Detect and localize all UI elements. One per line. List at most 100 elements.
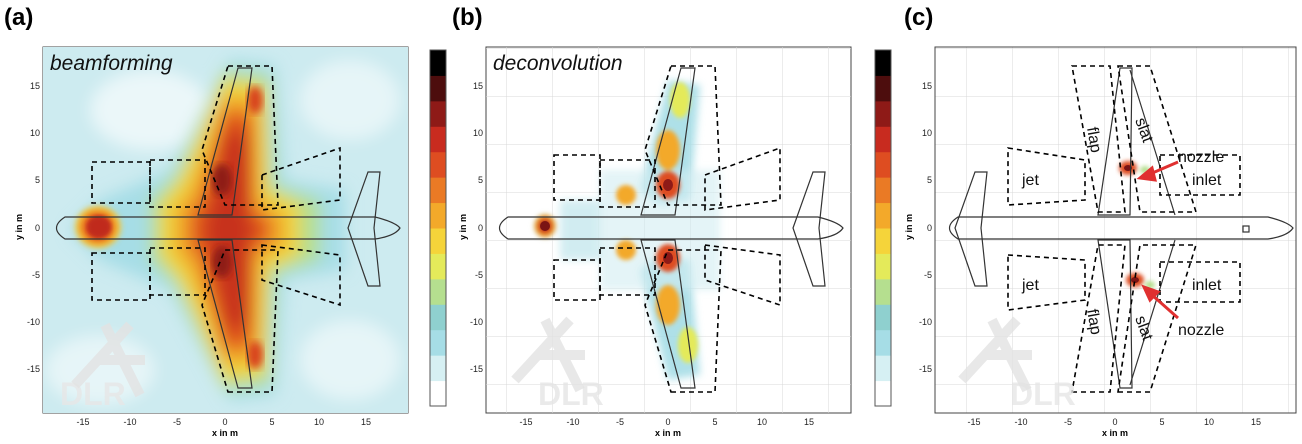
xtick: 5	[269, 417, 274, 427]
colorbar-segment	[875, 100, 891, 127]
xtick: 10	[757, 417, 767, 427]
ytick: 15	[30, 81, 40, 91]
fuselage	[55, 216, 401, 240]
panel-title-a: beamforming	[50, 52, 173, 75]
xtick: -10	[1014, 417, 1027, 427]
xtick: 0	[222, 417, 227, 427]
panel-letter-c: (c)	[904, 4, 934, 31]
ytick: 10	[30, 128, 40, 138]
panel-c: jet inlet jet inlet nozzle nozzle slat f…	[904, 46, 1297, 438]
xlabel-a: x in m	[212, 428, 238, 438]
colorbar-segment	[430, 253, 446, 280]
dlr-logo-b	[511, 316, 585, 393]
ytick: 15	[922, 81, 932, 91]
colorbar-segment	[430, 380, 446, 407]
aircraft-outline-b	[498, 67, 844, 389]
ytick: 10	[473, 128, 483, 138]
ylabel-a: y in m	[14, 214, 24, 240]
colorbar-segment	[430, 278, 446, 305]
xtick: 15	[804, 417, 814, 427]
xtick: -5	[1064, 417, 1072, 427]
dlr-watermark-a: DLR	[60, 376, 126, 412]
panel-a: beamforming DLR y in m x in m -15 -10 -5…	[14, 46, 447, 438]
arrow-head-bottom	[1141, 284, 1161, 303]
colorbar-frame	[429, 49, 447, 407]
colorbar-segment	[875, 177, 891, 204]
label-flap-bottom: flap	[1083, 308, 1104, 336]
dlr-logo-a	[71, 321, 145, 398]
dashed-regions-b	[553, 65, 781, 393]
colorbar-segment	[430, 50, 446, 76]
ylabel-c: y in m	[904, 214, 914, 240]
dlr-logo-c	[958, 316, 1032, 393]
ytick: 15	[473, 81, 483, 91]
xtick: 10	[1204, 417, 1214, 427]
ytick: 5	[927, 175, 932, 185]
xtick: -10	[566, 417, 579, 427]
yticks-c: 15 10 5 0 -5 -10 -15	[919, 81, 932, 374]
ytick: 0	[478, 223, 483, 233]
xtick: 0	[665, 417, 670, 427]
xtick: 5	[712, 417, 717, 427]
colorbar-segment	[430, 355, 446, 382]
label-inlet-top: inlet	[1192, 172, 1222, 189]
colorbar-segment	[875, 329, 891, 356]
colorbar-segment	[430, 228, 446, 254]
colorbar-segment	[875, 151, 891, 178]
label-jet-bottom: jet	[1021, 277, 1039, 294]
colorbar-a	[429, 49, 447, 407]
colorbar-segment	[430, 126, 446, 153]
colorbar-segment	[430, 151, 446, 178]
colorbar-segment	[430, 75, 446, 102]
ytick: -10	[470, 317, 483, 327]
ytick: -5	[924, 270, 932, 280]
source-labels-c: jet inlet jet inlet nozzle nozzle slat f…	[1021, 116, 1224, 344]
colorbar-segment	[875, 355, 891, 382]
colorbar-segment	[875, 50, 891, 76]
ytick: -10	[919, 317, 932, 327]
xlabel-c: x in m	[1102, 428, 1128, 438]
panel-letter-b: (b)	[452, 4, 483, 31]
label-flap-top: flap	[1083, 126, 1104, 154]
xtick: -10	[123, 417, 136, 427]
xticks-c: -15 -10 -5 0 5 10 15	[967, 417, 1261, 427]
ytick: -10	[27, 317, 40, 327]
colorbar-segment	[430, 329, 446, 356]
wing-lines	[197, 67, 253, 389]
ytick: 5	[35, 175, 40, 185]
yticks-b: 15 10 5 0 -5 -10 -15	[470, 81, 483, 374]
panel-b: deconvolution DLR y in m x in m -15 -10 …	[458, 46, 892, 438]
colorbar-segment	[875, 75, 891, 102]
arrow-head-top	[1136, 165, 1157, 182]
colorbar-segment	[430, 304, 446, 331]
xtick: 0	[1112, 417, 1117, 427]
panel-letter-a: (a)	[4, 4, 34, 31]
xtick: -5	[616, 417, 624, 427]
label-inlet-bottom: inlet	[1192, 277, 1222, 294]
xtick: -15	[519, 417, 532, 427]
ytick: 0	[35, 223, 40, 233]
colorbar-segment	[430, 177, 446, 204]
xticks-b: -15 -10 -5 0 5 10 15	[519, 417, 814, 427]
xtick: 15	[1251, 417, 1261, 427]
colorbar-frame	[874, 49, 892, 407]
dashed-regions-a	[91, 65, 341, 393]
label-nozzle-top: nozzle	[1178, 149, 1224, 166]
xtick: 5	[1159, 417, 1164, 427]
xtick: 10	[314, 417, 324, 427]
label-jet-top: jet	[1021, 172, 1039, 189]
xticks-a: -15 -10 -5 0 5 10 15	[76, 417, 371, 427]
colorbar-segment	[875, 253, 891, 280]
aircraft-outline-a	[55, 67, 401, 389]
colorbar-segment	[875, 228, 891, 254]
ytick: -5	[32, 270, 40, 280]
panel-title-b: deconvolution	[493, 52, 623, 75]
arrow-nozzle-bottom	[1151, 293, 1179, 320]
label-nozzle-bottom: nozzle	[1178, 322, 1224, 339]
colorbar-segment	[875, 380, 891, 407]
xtick: 15	[361, 417, 371, 427]
ytick: -15	[919, 364, 932, 374]
ylabel-b: y in m	[458, 214, 468, 240]
ytick: -15	[470, 364, 483, 374]
